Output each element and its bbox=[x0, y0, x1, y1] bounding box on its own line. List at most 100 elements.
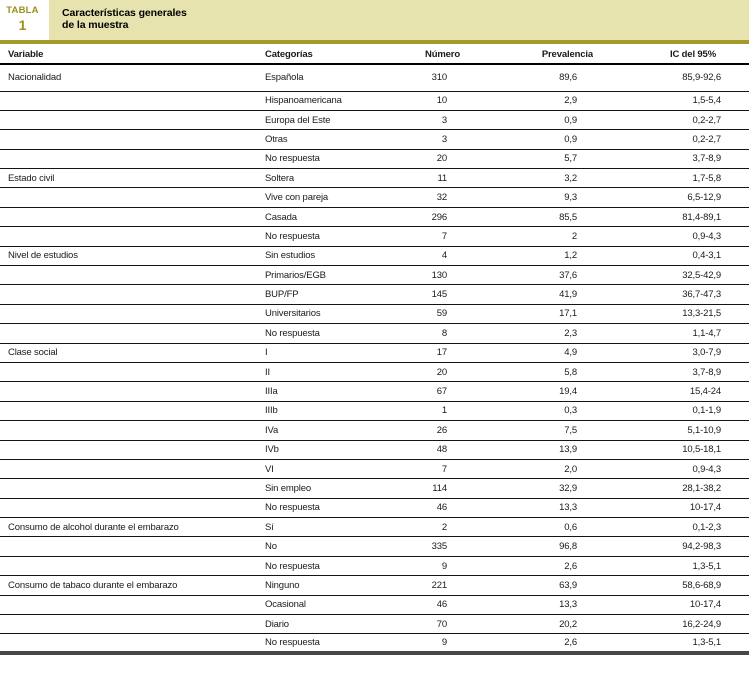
categoria-cell: IIIb bbox=[265, 401, 380, 422]
numero-cell: 70 bbox=[380, 614, 462, 635]
table-row: II 20 5,8 3,7-8,9 bbox=[0, 362, 749, 383]
categoria-cell: II bbox=[265, 362, 380, 383]
variable-cell bbox=[0, 420, 265, 441]
variable-cell bbox=[0, 110, 265, 131]
table-title-band: Características generales de la muestra bbox=[49, 0, 749, 40]
column-header-categorias: Categorías bbox=[265, 46, 380, 65]
prevalencia-cell: 0,3 bbox=[462, 401, 593, 422]
numero-cell: 7 bbox=[380, 459, 462, 480]
categoria-cell: No respuesta bbox=[265, 226, 380, 247]
prevalencia-cell: 63,9 bbox=[462, 575, 593, 596]
categoria-cell: Ocasional bbox=[265, 595, 380, 616]
categoria-cell: No respuesta bbox=[265, 633, 380, 656]
categoria-cell: Sí bbox=[265, 517, 380, 538]
categoria-cell: No respuesta bbox=[265, 556, 380, 577]
prevalencia-cell: 0,6 bbox=[462, 517, 593, 538]
numero-cell: 26 bbox=[380, 420, 462, 441]
categoria-cell: Casada bbox=[265, 207, 380, 228]
sample-characteristics-table: Variable Categorías Número Prevalencia I… bbox=[0, 46, 749, 656]
table-body: Nacionalidad Española 310 89,6 85,9-92,6 Hisp… bbox=[0, 64, 749, 656]
variable-cell bbox=[0, 149, 265, 170]
table-row: Clase social I 17 4,9 3,0-7,9 bbox=[0, 343, 749, 363]
table-row: No respuesta 46 13,3 10-17,4 bbox=[0, 498, 749, 519]
ic-cell: 28,1-38,2 bbox=[593, 478, 749, 499]
prevalencia-cell: 1,2 bbox=[462, 246, 593, 267]
ic-cell: 10-17,4 bbox=[593, 595, 749, 616]
numero-cell: 67 bbox=[380, 381, 462, 402]
prevalencia-cell: 13,3 bbox=[462, 595, 593, 616]
prevalencia-cell: 4,9 bbox=[462, 343, 593, 363]
ic-cell: 1,3-5,1 bbox=[593, 633, 749, 656]
variable-cell bbox=[0, 633, 265, 656]
variable-cell bbox=[0, 207, 265, 228]
variable-cell bbox=[0, 304, 265, 325]
numero-cell: 10 bbox=[380, 91, 462, 111]
ic-cell: 13,3-21,5 bbox=[593, 304, 749, 325]
prevalencia-cell: 13,9 bbox=[462, 440, 593, 460]
numero-cell: 145 bbox=[380, 284, 462, 305]
variable-cell bbox=[0, 536, 265, 557]
numero-cell: 3 bbox=[380, 110, 462, 131]
categoria-cell: Ninguno bbox=[265, 575, 380, 596]
numero-cell: 3 bbox=[380, 129, 462, 150]
categoria-cell: Soltera bbox=[265, 168, 380, 189]
table-row: Consumo de tabaco durante el embarazo Nin… bbox=[0, 575, 749, 596]
table-title-line2: de la muestra bbox=[62, 19, 129, 31]
prevalencia-cell: 2,0 bbox=[462, 459, 593, 480]
prevalencia-cell: 5,8 bbox=[462, 362, 593, 383]
ic-cell: 5,1-10,9 bbox=[593, 420, 749, 441]
table-row: BUP/FP 145 41,9 36,7-47,3 bbox=[0, 284, 749, 305]
prevalencia-cell: 41,9 bbox=[462, 284, 593, 305]
prevalencia-cell: 5,7 bbox=[462, 149, 593, 170]
prevalencia-cell: 85,5 bbox=[462, 207, 593, 228]
table-row: Diario 70 20,2 16,2-24,9 bbox=[0, 614, 749, 635]
table-title: Características generales de la muestra bbox=[49, 0, 749, 31]
variable-cell: Clase social bbox=[0, 343, 265, 363]
table-row: Europa del Este 3 0,9 0,2-2,7 bbox=[0, 110, 749, 131]
prevalencia-cell: 7,5 bbox=[462, 420, 593, 441]
variable-cell bbox=[0, 91, 265, 111]
prevalencia-cell: 17,1 bbox=[462, 304, 593, 325]
categoria-cell: Sin estudios bbox=[265, 246, 380, 267]
categoria-cell: Otras bbox=[265, 129, 380, 150]
numero-cell: 4 bbox=[380, 246, 462, 267]
categoria-cell: IIIa bbox=[265, 381, 380, 402]
ic-cell: 1,5-5,4 bbox=[593, 91, 749, 111]
categoria-cell: IVb bbox=[265, 440, 380, 460]
numero-cell: 221 bbox=[380, 575, 462, 596]
table-row: IIIa 67 19,4 15,4-24 bbox=[0, 381, 749, 402]
table-row: No respuesta 9 2,6 1,3-5,1 bbox=[0, 633, 749, 656]
table-tag-number: 1 bbox=[18, 17, 27, 33]
prevalencia-cell: 0,9 bbox=[462, 110, 593, 131]
ic-cell: 0,2-2,7 bbox=[593, 110, 749, 131]
table-row: Nacionalidad Española 310 89,6 85,9-92,6 bbox=[0, 64, 749, 92]
table-row: IVb 48 13,9 10,5-18,1 bbox=[0, 440, 749, 460]
numero-cell: 296 bbox=[380, 207, 462, 228]
numero-cell: 48 bbox=[380, 440, 462, 460]
prevalencia-cell: 2 bbox=[462, 226, 593, 247]
ic-cell: 3,7-8,9 bbox=[593, 362, 749, 383]
table-row: No respuesta 9 2,6 1,3-5,1 bbox=[0, 556, 749, 577]
variable-cell bbox=[0, 401, 265, 422]
ic-cell: 36,7-47,3 bbox=[593, 284, 749, 305]
prevalencia-cell: 19,4 bbox=[462, 381, 593, 402]
ic-cell: 94,2-98,3 bbox=[593, 536, 749, 557]
variable-cell bbox=[0, 595, 265, 616]
ic-cell: 85,9-92,6 bbox=[593, 64, 749, 92]
variable-cell: Consumo de alcohol durante el embarazo bbox=[0, 517, 265, 538]
table-tag-label: TABLA bbox=[6, 5, 39, 16]
table-row: Estado civil Soltera 11 3,2 1,7-5,8 bbox=[0, 168, 749, 189]
prevalencia-cell: 3,2 bbox=[462, 168, 593, 189]
categoria-cell: Primarios/EGB bbox=[265, 265, 380, 286]
categoria-cell: Universitarios bbox=[265, 304, 380, 325]
ic-cell: 0,9-4,3 bbox=[593, 226, 749, 247]
numero-cell: 59 bbox=[380, 304, 462, 325]
ic-cell: 6,5-12,9 bbox=[593, 187, 749, 208]
categoria-cell: No bbox=[265, 536, 380, 557]
ic-cell: 0,4-3,1 bbox=[593, 246, 749, 267]
categoria-cell: Hispanoamericana bbox=[265, 91, 380, 111]
categoria-cell: No respuesta bbox=[265, 323, 380, 344]
ic-cell: 81,4-89,1 bbox=[593, 207, 749, 228]
variable-cell bbox=[0, 323, 265, 344]
table-row: No respuesta 8 2,3 1,1-4,7 bbox=[0, 323, 749, 344]
